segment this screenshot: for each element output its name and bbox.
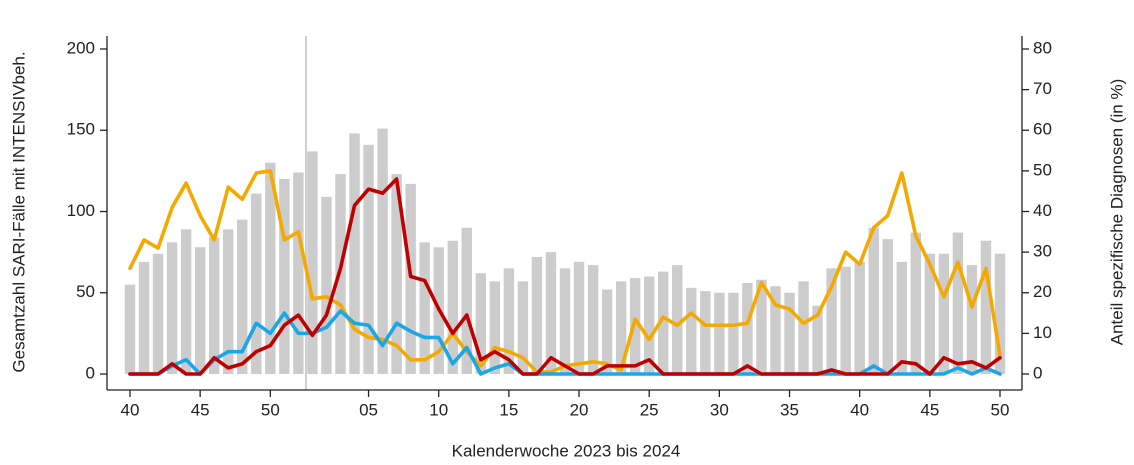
x-tick-label: 50 (261, 400, 280, 419)
bar (952, 232, 964, 374)
bar (700, 291, 711, 374)
bar (840, 266, 851, 374)
bar (826, 268, 837, 374)
bar (419, 242, 430, 374)
y2-tick-label: 70 (1033, 79, 1052, 98)
bar (251, 193, 262, 374)
bar (756, 279, 767, 374)
x-tick-label: 45 (191, 400, 210, 419)
bar (615, 281, 627, 374)
y2-tick-label: 30 (1033, 242, 1052, 261)
bar (194, 247, 206, 374)
bar (391, 174, 402, 374)
x-tick-label: 45 (920, 400, 939, 419)
bar (868, 227, 879, 374)
x-tick-label: 40 (850, 400, 869, 419)
bar (223, 229, 234, 374)
x-tick-label: 05 (359, 400, 378, 419)
y2-tick-label: 10 (1033, 323, 1052, 342)
bar (854, 261, 865, 374)
bar (265, 162, 276, 374)
y-tick-label: 0 (86, 363, 95, 382)
bar (517, 281, 529, 374)
bar (531, 257, 543, 374)
y-tick-label: 150 (67, 120, 95, 139)
y2-tick-label: 60 (1033, 120, 1052, 139)
bar (293, 172, 304, 374)
bar (503, 268, 515, 374)
bar (545, 252, 557, 374)
bar (587, 265, 599, 374)
bar (124, 284, 136, 374)
bar (629, 278, 641, 374)
bar (321, 196, 332, 374)
bar (475, 273, 487, 374)
bar (489, 281, 501, 374)
y2-tick-label: 20 (1033, 282, 1052, 301)
y2-tick-label: 80 (1033, 38, 1052, 57)
x-tick-label: 35 (780, 400, 799, 419)
bar (994, 253, 1006, 374)
x-tick-label: 50 (991, 400, 1010, 419)
bar (447, 240, 458, 374)
bar (237, 219, 248, 374)
bar (166, 242, 178, 374)
y-tick-label: 50 (76, 282, 95, 301)
bar (405, 183, 416, 374)
bar (307, 151, 318, 374)
bar (714, 292, 725, 374)
bar (573, 261, 585, 374)
bar (658, 271, 669, 374)
bar (784, 292, 795, 374)
bar (643, 276, 655, 374)
y2-tick-label: 50 (1033, 160, 1052, 179)
y-tick-label: 100 (67, 201, 95, 220)
bar (980, 240, 992, 374)
bar (377, 128, 388, 374)
bar (208, 237, 220, 374)
y-axis-title: Gesamtzahl SARI-Fälle mit INTENSIVbeh. (9, 51, 28, 372)
bar (728, 292, 739, 374)
bar (924, 253, 936, 374)
bar (742, 283, 753, 374)
bar (938, 253, 950, 374)
bar (910, 232, 922, 374)
bar (812, 305, 823, 374)
x-axis-title: Kalenderwoche 2023 bis 2024 (452, 441, 681, 460)
bar (601, 289, 613, 374)
bar (461, 227, 472, 374)
bar (180, 229, 192, 374)
y2-tick-label: 0 (1033, 363, 1042, 382)
x-tick-label: 10 (429, 400, 448, 419)
bar (686, 287, 697, 374)
bar (363, 144, 374, 374)
x-tick-label: 30 (710, 400, 729, 419)
bar (966, 265, 978, 374)
bar (279, 179, 290, 374)
x-tick-label: 25 (640, 400, 659, 419)
line (128, 177, 1002, 376)
y2-axis-title: Anteil spezifische Diagnosen (in %) (1107, 79, 1126, 345)
bar (672, 265, 683, 374)
x-tick-label: 20 (570, 400, 589, 419)
bar (896, 261, 907, 374)
bar (349, 133, 360, 374)
bar (138, 261, 150, 374)
bar (559, 268, 571, 374)
bar (882, 239, 893, 374)
x-tick-label: 40 (121, 400, 140, 419)
y-tick-label: 200 (67, 38, 95, 57)
bar (798, 281, 809, 374)
bar (770, 286, 781, 374)
y2-tick-label: 40 (1033, 201, 1052, 220)
x-tick-label: 15 (499, 400, 518, 419)
bar (152, 253, 164, 374)
